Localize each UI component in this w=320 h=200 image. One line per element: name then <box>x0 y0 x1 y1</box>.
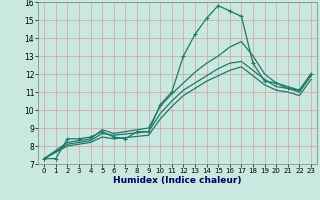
X-axis label: Humidex (Indice chaleur): Humidex (Indice chaleur) <box>113 176 242 185</box>
